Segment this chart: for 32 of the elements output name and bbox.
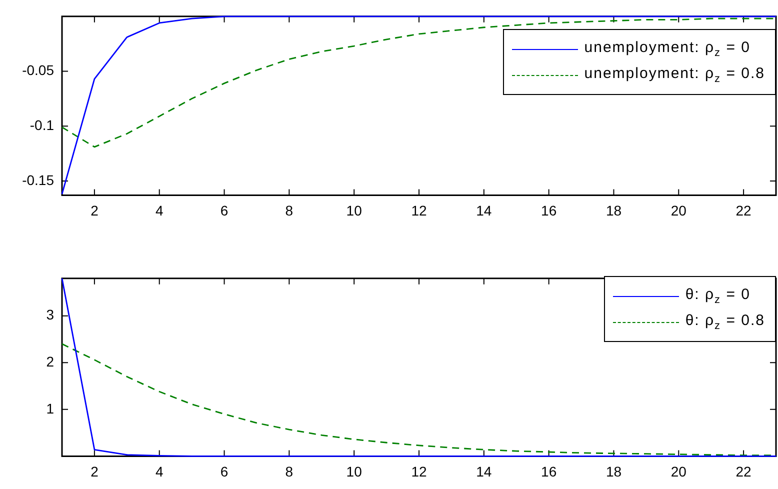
x-tick-label: 6	[220, 463, 228, 480]
x-tick-label: 12	[411, 463, 427, 480]
legend-label: unemployment: ρ$_{z}$ = 0	[584, 39, 750, 59]
x-tick-label: 8	[285, 202, 294, 218]
x-tick-label: 4	[155, 463, 164, 480]
x-tick-label: 16	[541, 463, 557, 480]
y-tick-label: -0.05	[22, 62, 54, 78]
x-tick-label: 4	[155, 202, 164, 218]
legend-label: θ: ρ$_{z}$ = 0	[685, 286, 750, 306]
y-tick-label: -0.1	[30, 116, 54, 133]
x-tick-label: 2	[90, 463, 99, 480]
y-tick-label: 2	[46, 353, 54, 370]
x-tick-label: 12	[411, 202, 427, 218]
x-tick-label: 14	[476, 202, 492, 218]
x-tick-label: 20	[670, 463, 687, 480]
x-tick-label: 10	[346, 202, 362, 218]
y-tick-label: 1	[46, 400, 54, 416]
x-tick-label: 16	[541, 202, 557, 218]
x-tick-label: 18	[606, 202, 622, 218]
x-tick-label: 10	[346, 463, 362, 480]
x-tick-label: 20	[670, 202, 687, 218]
x-tick-label: 8	[285, 463, 294, 480]
x-tick-label: 18	[606, 463, 622, 480]
y-tick-label: 3	[46, 306, 54, 323]
x-tick-label: 6	[220, 202, 228, 218]
x-tick-label: 22	[736, 202, 752, 218]
x-tick-label: 14	[476, 463, 492, 480]
x-tick-label: 22	[736, 463, 752, 480]
legend-label: θ: ρ$_{z}$ = 0.8	[685, 312, 765, 332]
y-tick-label: -0.15	[22, 172, 54, 188]
x-tick-label: 2	[90, 202, 99, 218]
legend-label: unemployment: ρ$_{z}$ = 0.8	[584, 65, 765, 85]
